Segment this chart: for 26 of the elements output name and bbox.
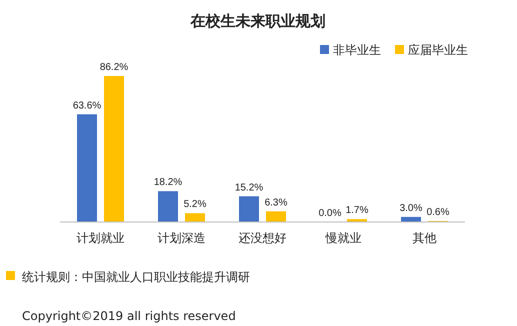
legend-label: 应届毕业生 xyxy=(408,43,468,57)
bar xyxy=(185,213,205,222)
data-label: 18.2% xyxy=(154,177,182,188)
x-tick-label: 计划深造 xyxy=(158,231,206,245)
data-label: 5.2% xyxy=(184,199,207,210)
bar xyxy=(239,196,259,222)
x-tick-label: 慢就业 xyxy=(324,231,362,245)
data-label: 0.6% xyxy=(426,206,450,218)
chart-title: 在校生未来职业规划 xyxy=(190,12,326,30)
x-tick-label: 还没想好 xyxy=(238,231,286,245)
data-label: 86.2% xyxy=(100,62,128,73)
bar xyxy=(77,114,97,222)
bar xyxy=(158,191,178,222)
legend-label: 非毕业生 xyxy=(333,43,381,57)
text: Copyright©2019 all rights reserved xyxy=(22,309,236,323)
text: 统计规则：中国就业人口职业技能提升调研 xyxy=(22,270,250,284)
data-label: 6.3% xyxy=(264,197,288,208)
data-label: 3.0% xyxy=(400,202,423,214)
bar xyxy=(266,211,286,222)
data-label: 1.7% xyxy=(346,205,369,216)
x-tick-label: 其他 xyxy=(412,231,436,245)
bar xyxy=(104,76,124,222)
x-tick-label: 计划就业 xyxy=(76,231,124,245)
data-label: 63.6% xyxy=(72,100,102,112)
data-label: 0.0% xyxy=(318,208,342,219)
data-label: 15.2% xyxy=(234,182,264,194)
